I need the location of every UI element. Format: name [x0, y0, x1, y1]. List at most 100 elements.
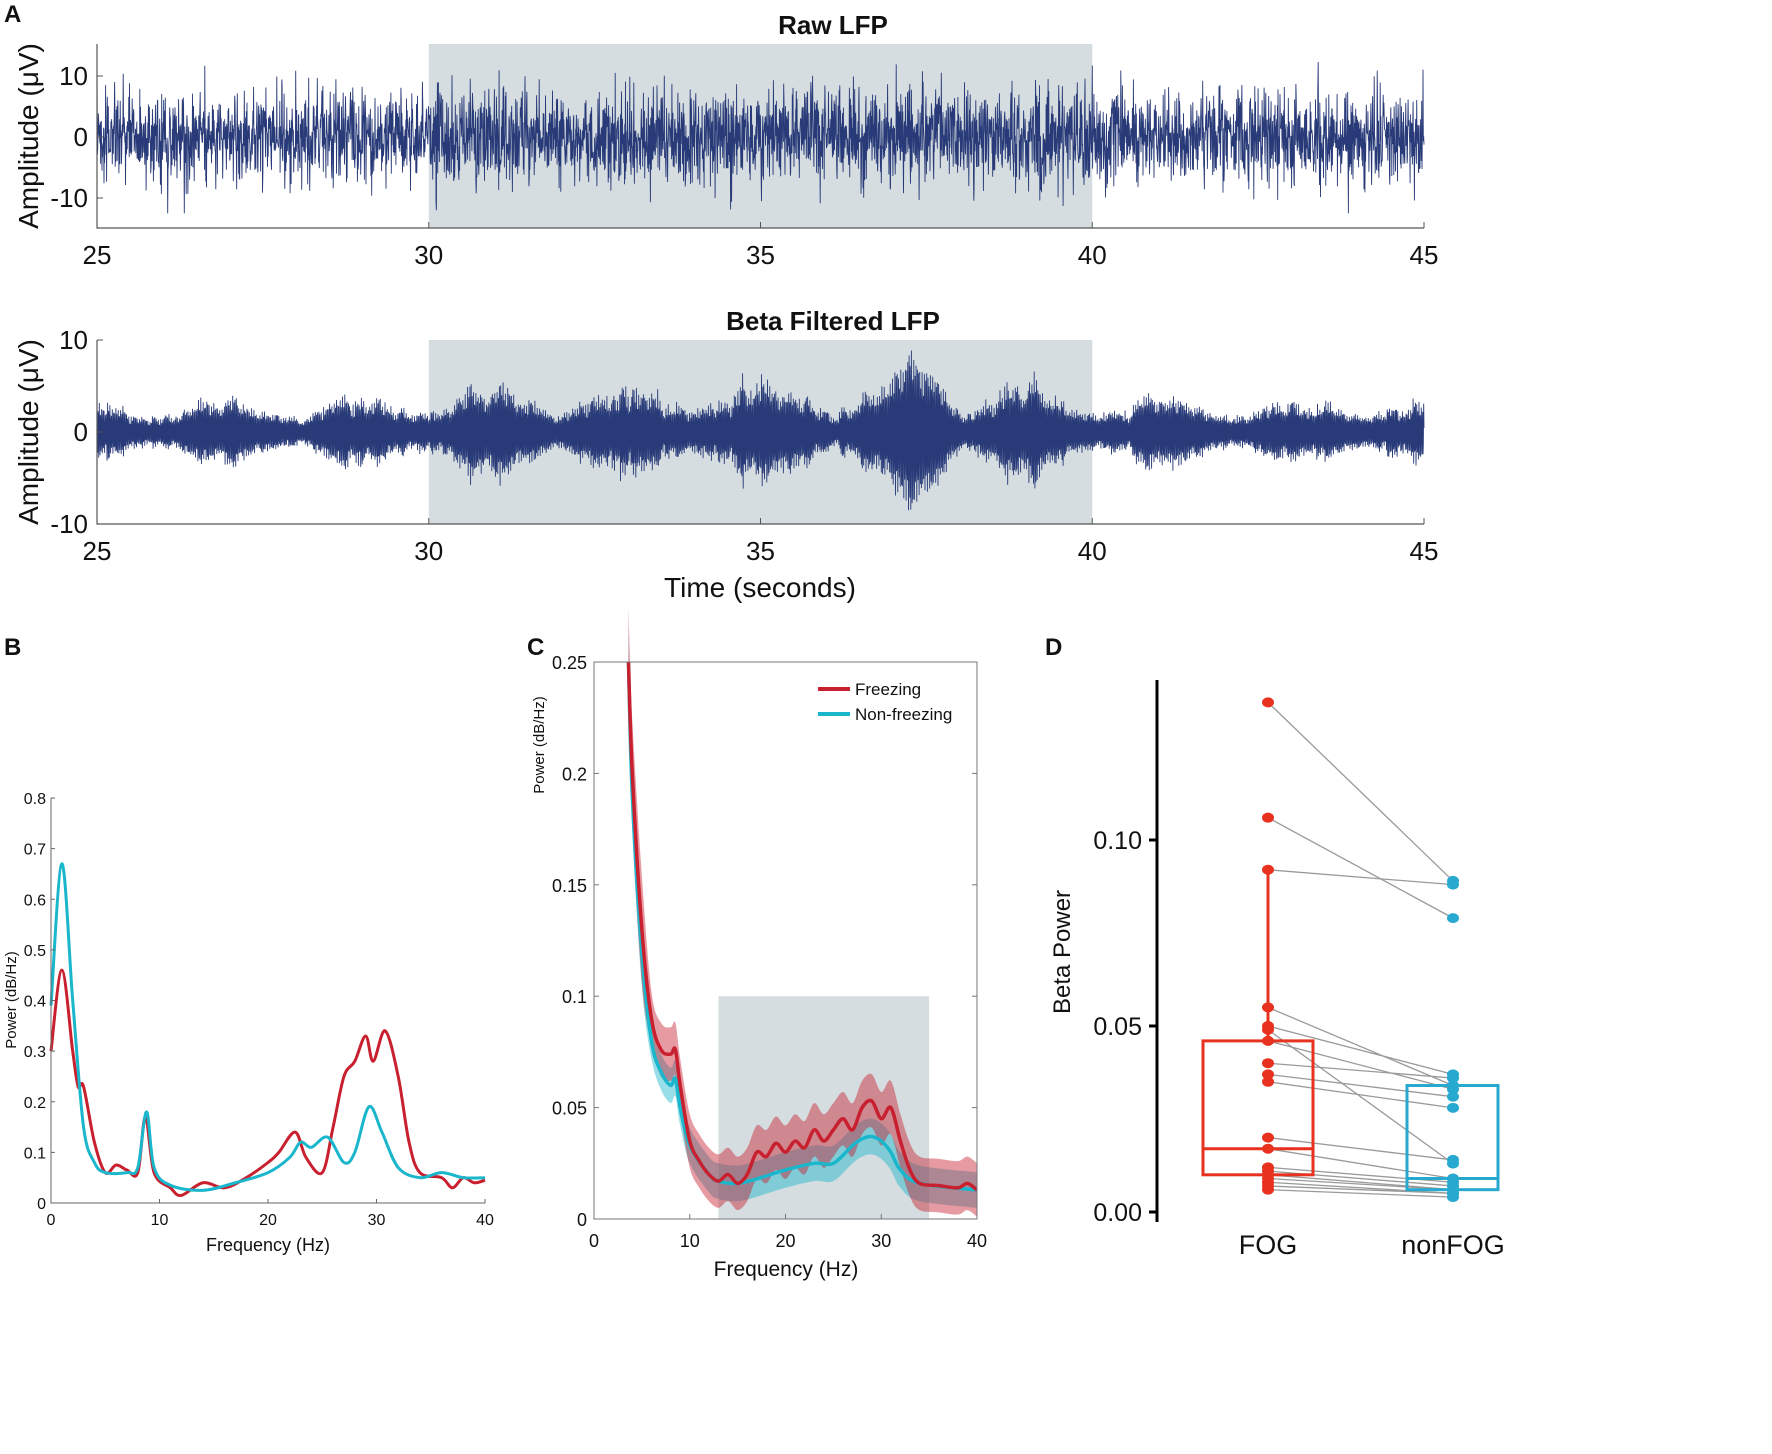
data-point-nonFOG: [1447, 879, 1459, 890]
data-point-FOG: [1262, 1076, 1274, 1087]
pair-line: [1267, 869, 1454, 886]
pair-line: [1267, 1189, 1454, 1198]
panel-label-d: D: [1045, 634, 1062, 661]
data-point-nonFOG: [1447, 1102, 1459, 1113]
y-tick-label: 0.15: [552, 876, 587, 896]
panel-label-b: B: [4, 634, 21, 661]
y-axis-label: Power (dB/Hz): [3, 951, 20, 1049]
x-tick-label: 40: [967, 1231, 987, 1251]
x-tick-label: 20: [775, 1231, 795, 1251]
data-point-FOG: [1262, 1184, 1274, 1195]
x-tick-label: 30: [871, 1231, 891, 1251]
data-point-nonFOG: [1447, 1192, 1459, 1203]
y-tick-label: 0.3: [24, 1044, 46, 1061]
panel-label-a: A: [4, 1, 21, 28]
x-tick-label: 25: [83, 536, 112, 566]
y-tick-label: 0: [74, 122, 88, 152]
x-tick-label: 0: [47, 1212, 56, 1229]
y-tick-label: 0.05: [552, 1099, 587, 1119]
data-point-FOG: [1262, 1002, 1274, 1013]
y-tick-label: 0.4: [24, 994, 46, 1011]
y-tick-label: 10: [59, 61, 88, 91]
pair-line: [1267, 1136, 1454, 1161]
data-point-FOG: [1262, 1058, 1274, 1069]
data-point-FOG: [1262, 697, 1274, 708]
pair-line: [1267, 1029, 1454, 1165]
series-line-non-freezing: [49, 862, 486, 1192]
data-point-FOG: [1262, 1132, 1274, 1143]
y-tick-label: 0.6: [24, 892, 46, 909]
x-tick-label: 20: [259, 1212, 277, 1229]
data-point-nonFOG: [1447, 1154, 1459, 1165]
pair-line: [1267, 1062, 1454, 1079]
x-tick-label: 25: [83, 240, 112, 270]
x-tick-label: 10: [151, 1212, 169, 1229]
x-tick-label: 35: [746, 536, 775, 566]
pair-line: [1267, 1081, 1454, 1109]
y-tick-label: 0: [37, 1196, 46, 1213]
series-line-freezing: [49, 968, 486, 1197]
x-tick-label: 30: [368, 1212, 386, 1229]
panel-label-c: C: [527, 634, 544, 661]
y-tick-label: 10: [59, 325, 88, 355]
pair-line: [1267, 1177, 1454, 1191]
x-tick-label: 40: [1078, 536, 1107, 566]
x-tick-label: 45: [1410, 240, 1439, 270]
series-line-freezing: [626, 662, 977, 1192]
x-tick-label: 30: [414, 240, 443, 270]
x-category-label: FOG: [1239, 1230, 1298, 1260]
legend-label: Non-freezing: [855, 705, 952, 724]
data-point-nonFOG: [1447, 1073, 1459, 1084]
pair-line: [1267, 1040, 1454, 1090]
x-axis-label: Frequency (Hz): [714, 1258, 859, 1281]
x-axis-label: Frequency (Hz): [206, 1235, 330, 1255]
pair-line: [1267, 1073, 1454, 1098]
x-tick-label: 30: [414, 536, 443, 566]
y-tick-label: 0.25: [552, 653, 587, 673]
pair-line: [1267, 1185, 1454, 1195]
pair-line: [1267, 1148, 1454, 1180]
x-tick-label: 40: [1078, 240, 1107, 270]
pair-line: [1267, 701, 1454, 882]
pair-line: [1267, 817, 1454, 919]
y-tick-label: 0.8: [24, 791, 46, 808]
data-point-FOG: [1262, 1035, 1274, 1046]
y-axis-label: Amplitude (μV): [13, 339, 44, 525]
x-tick-label: 10: [680, 1231, 700, 1251]
x-axis-label: Time (seconds): [664, 572, 856, 603]
data-point-nonFOG: [1447, 1091, 1459, 1102]
pair-line: [1267, 1006, 1454, 1087]
x-tick-label: 45: [1410, 536, 1439, 566]
y-tick-label: 0.1: [24, 1145, 46, 1162]
legend-label: Freezing: [855, 680, 921, 699]
axes: [50, 798, 485, 1204]
y-tick-label: 0.7: [24, 842, 46, 859]
data-point-FOG: [1262, 1143, 1274, 1154]
y-axis-label: Beta Power: [1049, 890, 1076, 1014]
y-tick-label: 0.10: [1093, 827, 1142, 855]
shaded-region: [718, 996, 930, 1219]
x-tick-label: 35: [746, 240, 775, 270]
lfp-trace: [96, 54, 1425, 214]
y-tick-label: 0.5: [24, 943, 46, 960]
y-tick-label: -10: [50, 183, 88, 213]
y-tick-label: 0.2: [562, 764, 587, 784]
y-tick-label: -10: [50, 509, 88, 539]
y-axis-label: Amplitude (μV): [13, 43, 44, 229]
chart-title: Raw LFP: [778, 10, 888, 40]
x-tick-label: 40: [476, 1212, 494, 1229]
data-point-FOG: [1262, 864, 1274, 875]
data-point-nonFOG: [1447, 1084, 1459, 1095]
x-tick-label: 0: [589, 1231, 599, 1251]
chart-title: Beta Filtered LFP: [726, 306, 940, 336]
x-category-label: nonFOG: [1401, 1230, 1505, 1260]
y-tick-label: 0.1: [562, 987, 587, 1007]
box-FOG: [1201, 1039, 1315, 1177]
y-tick-label: 0.00: [1093, 1199, 1142, 1227]
data-point-nonFOG: [1447, 913, 1459, 924]
y-tick-label: 0.2: [24, 1095, 46, 1112]
y-tick-label: 0: [74, 417, 88, 447]
y-axis-label: Power (dB/Hz): [531, 696, 548, 794]
